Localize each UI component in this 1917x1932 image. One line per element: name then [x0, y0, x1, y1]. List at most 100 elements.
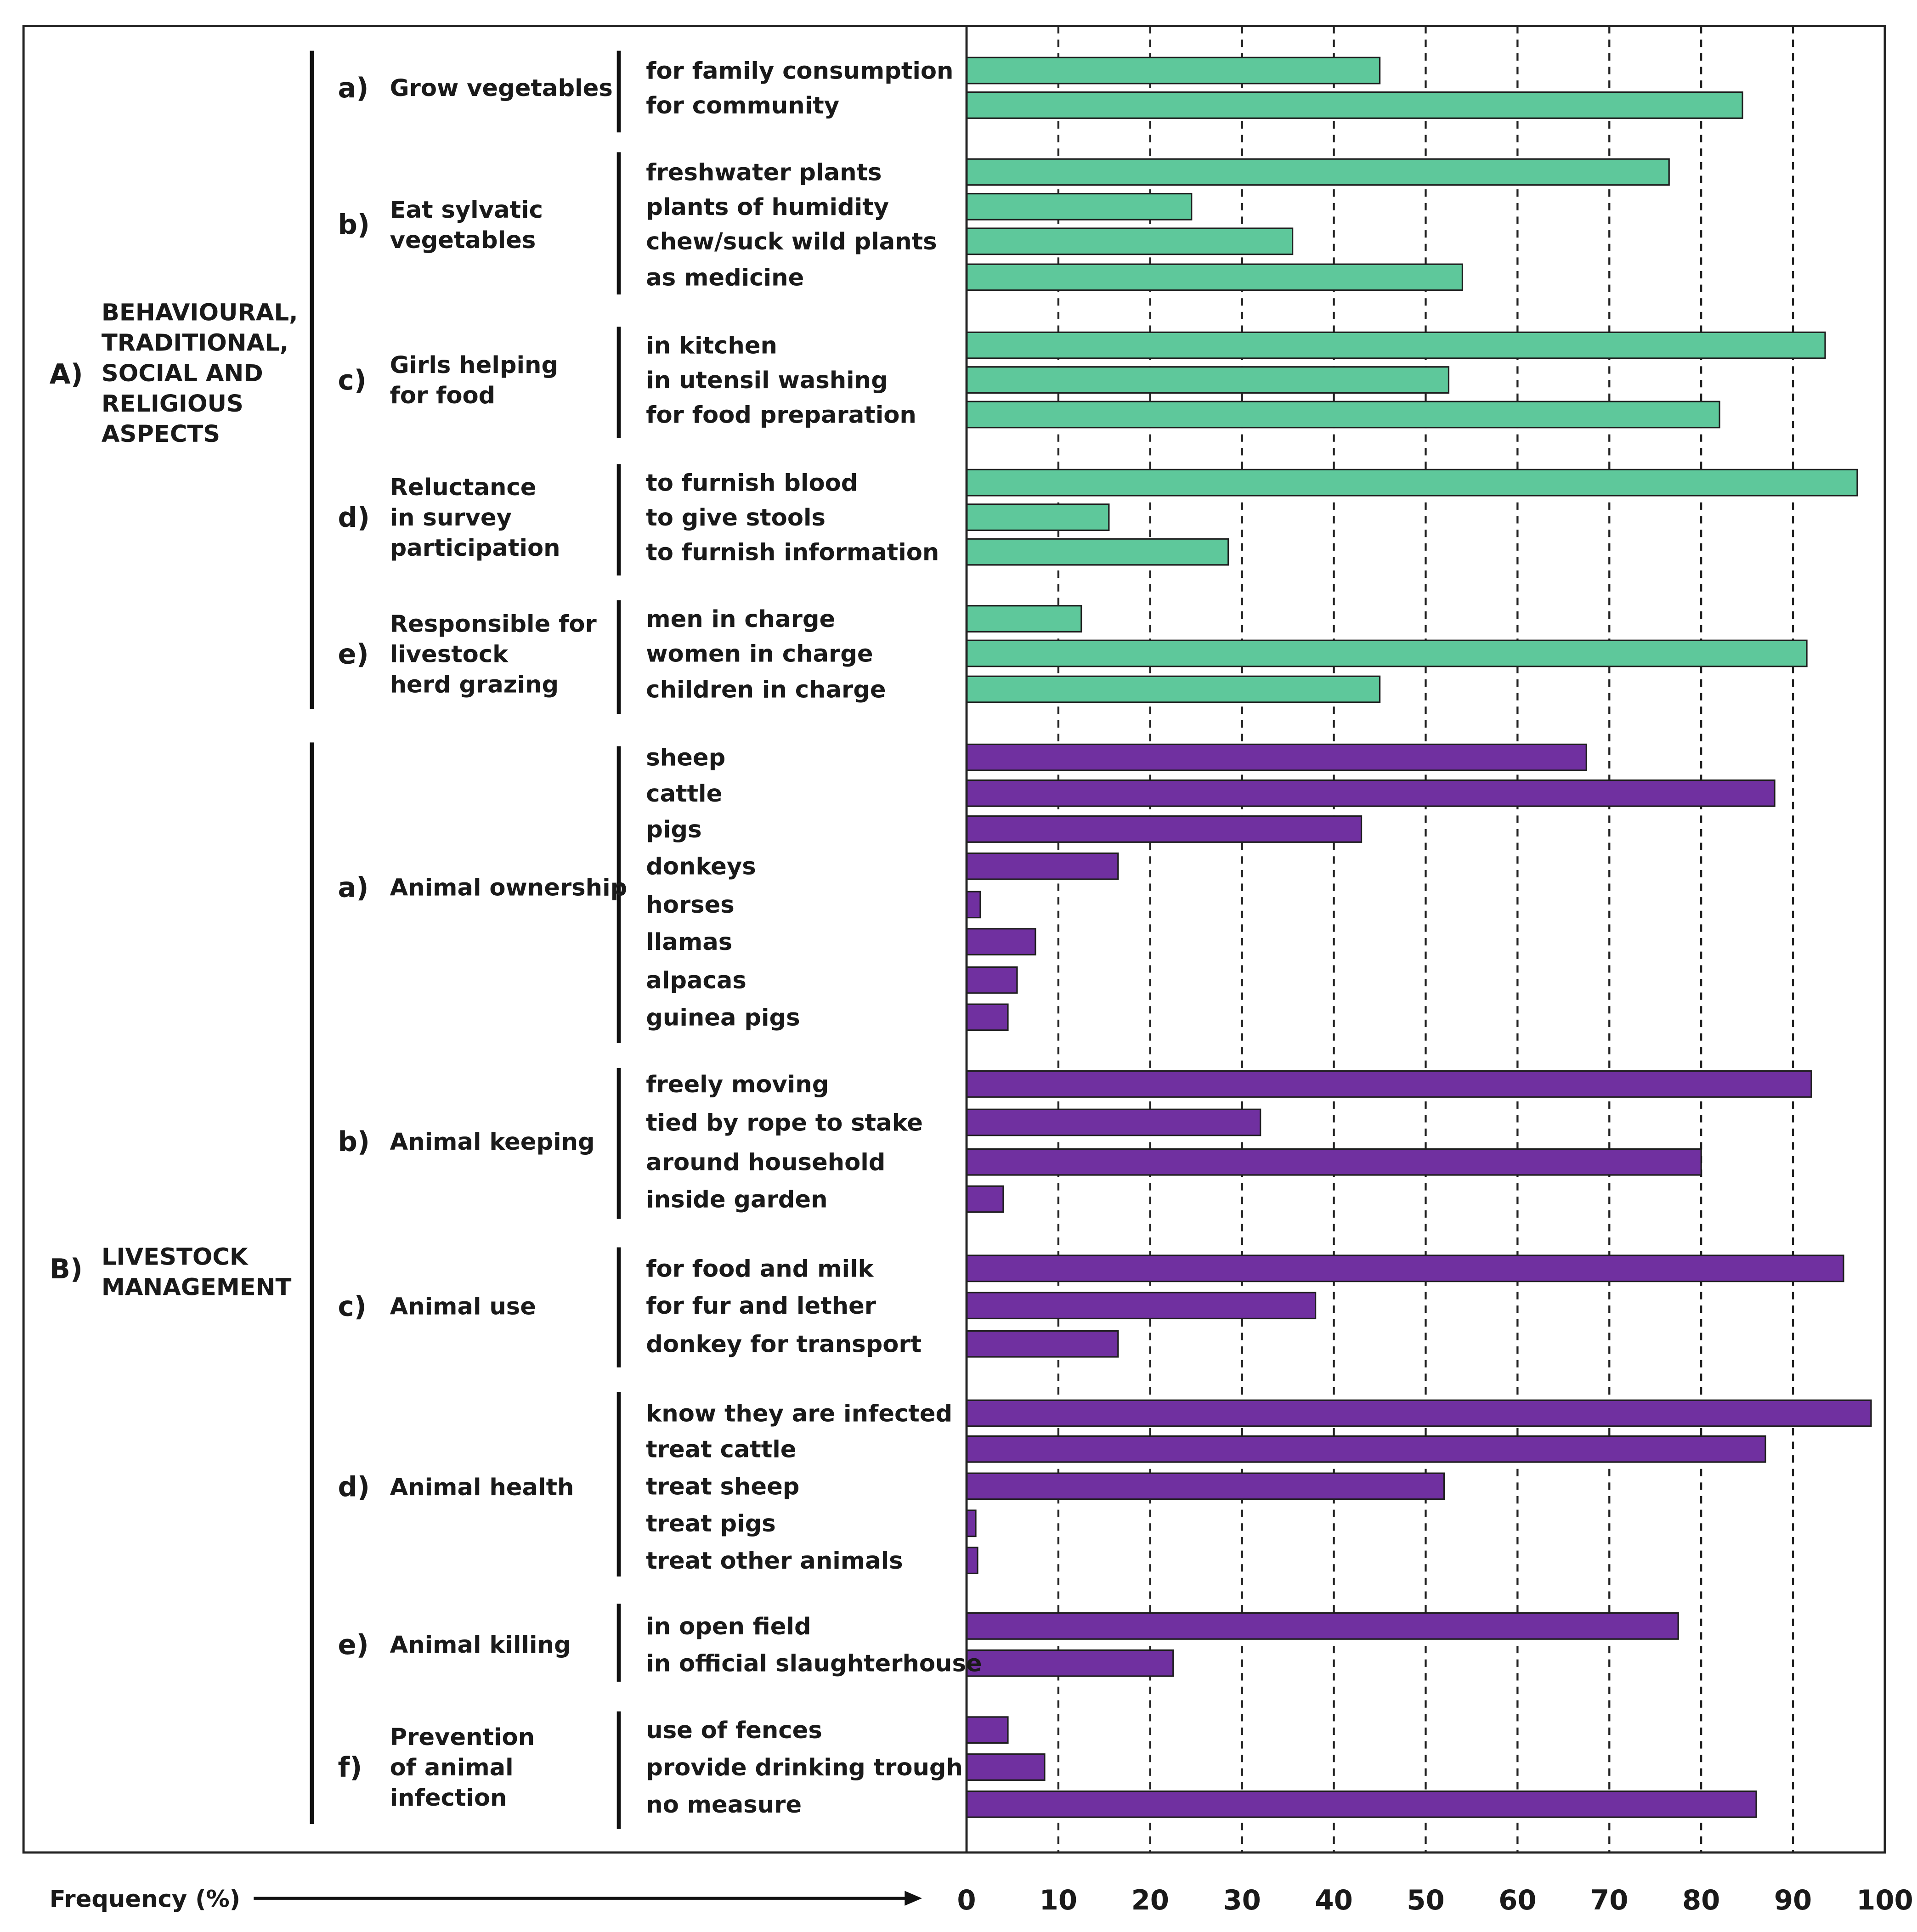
- bar: [966, 503, 1110, 531]
- bar: [966, 469, 1858, 497]
- bar-label: for food and milk: [646, 1255, 874, 1282]
- bar: [966, 227, 1294, 255]
- group-title-line: Responsible for: [390, 610, 597, 638]
- bar: [966, 605, 1082, 633]
- bar-label: provide drinking trough: [646, 1754, 963, 1781]
- x-tick-label: 80: [1682, 1884, 1720, 1916]
- x-tick-label: 60: [1499, 1884, 1536, 1916]
- x-tick-label: 100: [1856, 1884, 1913, 1916]
- section-title-line: BEHAVIOURAL,: [102, 299, 298, 327]
- bar: [966, 779, 1776, 807]
- group-title-line: herd grazing: [390, 671, 559, 699]
- section-title-line: ASPECTS: [102, 420, 220, 448]
- group-letter: f): [338, 1751, 362, 1783]
- bar: [966, 1399, 1872, 1427]
- bar-label: for food preparation: [646, 401, 916, 429]
- bar-label: in utensil washing: [646, 367, 888, 394]
- bar-label: treat pigs: [646, 1510, 775, 1537]
- section-title-line: RELIGIOUS: [102, 390, 243, 418]
- group-title-line: Prevention: [390, 1723, 535, 1751]
- bar-label: treat sheep: [646, 1473, 799, 1500]
- bar: [966, 1472, 1445, 1500]
- section-title-line: MANAGEMENT: [102, 1273, 292, 1301]
- bar: [966, 1509, 977, 1537]
- bar: [966, 1330, 1119, 1358]
- bar-label: in official slaughterhouse: [646, 1650, 982, 1678]
- bar: [966, 1716, 1009, 1744]
- bar-label: sheep: [646, 744, 725, 772]
- bar: [966, 675, 1381, 703]
- bar: [966, 1649, 1174, 1677]
- bar-label: for fur and lether: [646, 1292, 876, 1320]
- bar-label: in open field: [646, 1613, 811, 1640]
- bar-label: for community: [646, 92, 839, 119]
- bar-label: no measure: [646, 1791, 802, 1819]
- bar: [966, 1108, 1261, 1136]
- bar: [966, 1254, 1844, 1282]
- section-title-line: TRADITIONAL,: [102, 329, 288, 357]
- bar-label: freshwater plants: [646, 158, 882, 186]
- group-letter: e): [338, 638, 368, 670]
- bar-label: cattle: [646, 780, 722, 808]
- bar: [966, 743, 1587, 771]
- x-tick-label: 10: [1040, 1884, 1077, 1916]
- bar-label: freely moving: [646, 1071, 829, 1098]
- bar-label: guinea pigs: [646, 1004, 800, 1031]
- bar-label: in kitchen: [646, 332, 777, 360]
- plot-border: [22, 25, 1886, 1854]
- bar: [966, 1753, 1046, 1781]
- group-letter: b): [338, 1126, 370, 1158]
- bar-label: donkeys: [646, 853, 756, 881]
- gridlines: [1057, 26, 1794, 1853]
- bar-label: use of fences: [646, 1717, 822, 1744]
- group-title-line: Animal use: [390, 1293, 536, 1320]
- x-tick-label: 50: [1407, 1884, 1444, 1916]
- x-tick-label: 20: [1131, 1884, 1169, 1916]
- group-letter: d): [338, 502, 370, 533]
- section-letter: B): [50, 1253, 83, 1285]
- bar-label: treat cattle: [646, 1436, 796, 1463]
- x-axis-arrow-head: [905, 1891, 922, 1906]
- bar-label: chew/suck wild plants: [646, 228, 937, 255]
- group-title-line: Animal killing: [390, 1631, 571, 1659]
- group-title-line: Animal keeping: [390, 1128, 595, 1156]
- bar: [966, 891, 981, 919]
- group-title-line: Animal health: [390, 1474, 574, 1501]
- group-title-line: vegetables: [390, 226, 536, 254]
- section-title-line: SOCIAL AND: [102, 360, 263, 387]
- bar: [966, 1292, 1317, 1320]
- group-letter: a): [338, 72, 368, 104]
- group-letter: a): [338, 871, 368, 903]
- bar: [966, 56, 1381, 85]
- bar-label: tied by rope to stake: [646, 1109, 923, 1136]
- bar-label: to furnish information: [646, 538, 939, 566]
- bar-label: women in charge: [646, 640, 873, 667]
- x-tick-label: 90: [1774, 1884, 1812, 1916]
- x-axis-title: Frequency (%): [50, 1885, 240, 1913]
- group-title-line: for food: [390, 382, 496, 409]
- bar-label: men in charge: [646, 605, 835, 633]
- group-title-line: Eat sylvatic: [390, 196, 543, 224]
- group-letter: d): [338, 1471, 370, 1503]
- x-axis: Frequency (%) 0 10 20 30 40 50 60 70 80 90 100: [50, 1884, 1913, 1916]
- group-title-line: Animal ownership: [390, 874, 628, 902]
- bar-label: know they are infected: [646, 1400, 952, 1427]
- group-letter: b): [338, 209, 370, 241]
- x-tick-label: 70: [1590, 1884, 1628, 1916]
- bar: [966, 1185, 1004, 1213]
- bar-label: llamas: [646, 928, 732, 956]
- group-title-line: Grow vegetables: [390, 74, 613, 102]
- group-letter: e): [338, 1629, 368, 1661]
- bar: [966, 1148, 1702, 1176]
- bar: [966, 1547, 978, 1575]
- chart-frame: [22, 25, 1886, 1854]
- bar: [966, 639, 1808, 667]
- bar: [966, 158, 1670, 186]
- bar: [966, 815, 1363, 843]
- bar-label: pigs: [646, 816, 701, 843]
- group-letter: c): [338, 1290, 366, 1322]
- bar-label: donkey for transport: [646, 1331, 922, 1358]
- x-tick-label: 0: [957, 1884, 976, 1916]
